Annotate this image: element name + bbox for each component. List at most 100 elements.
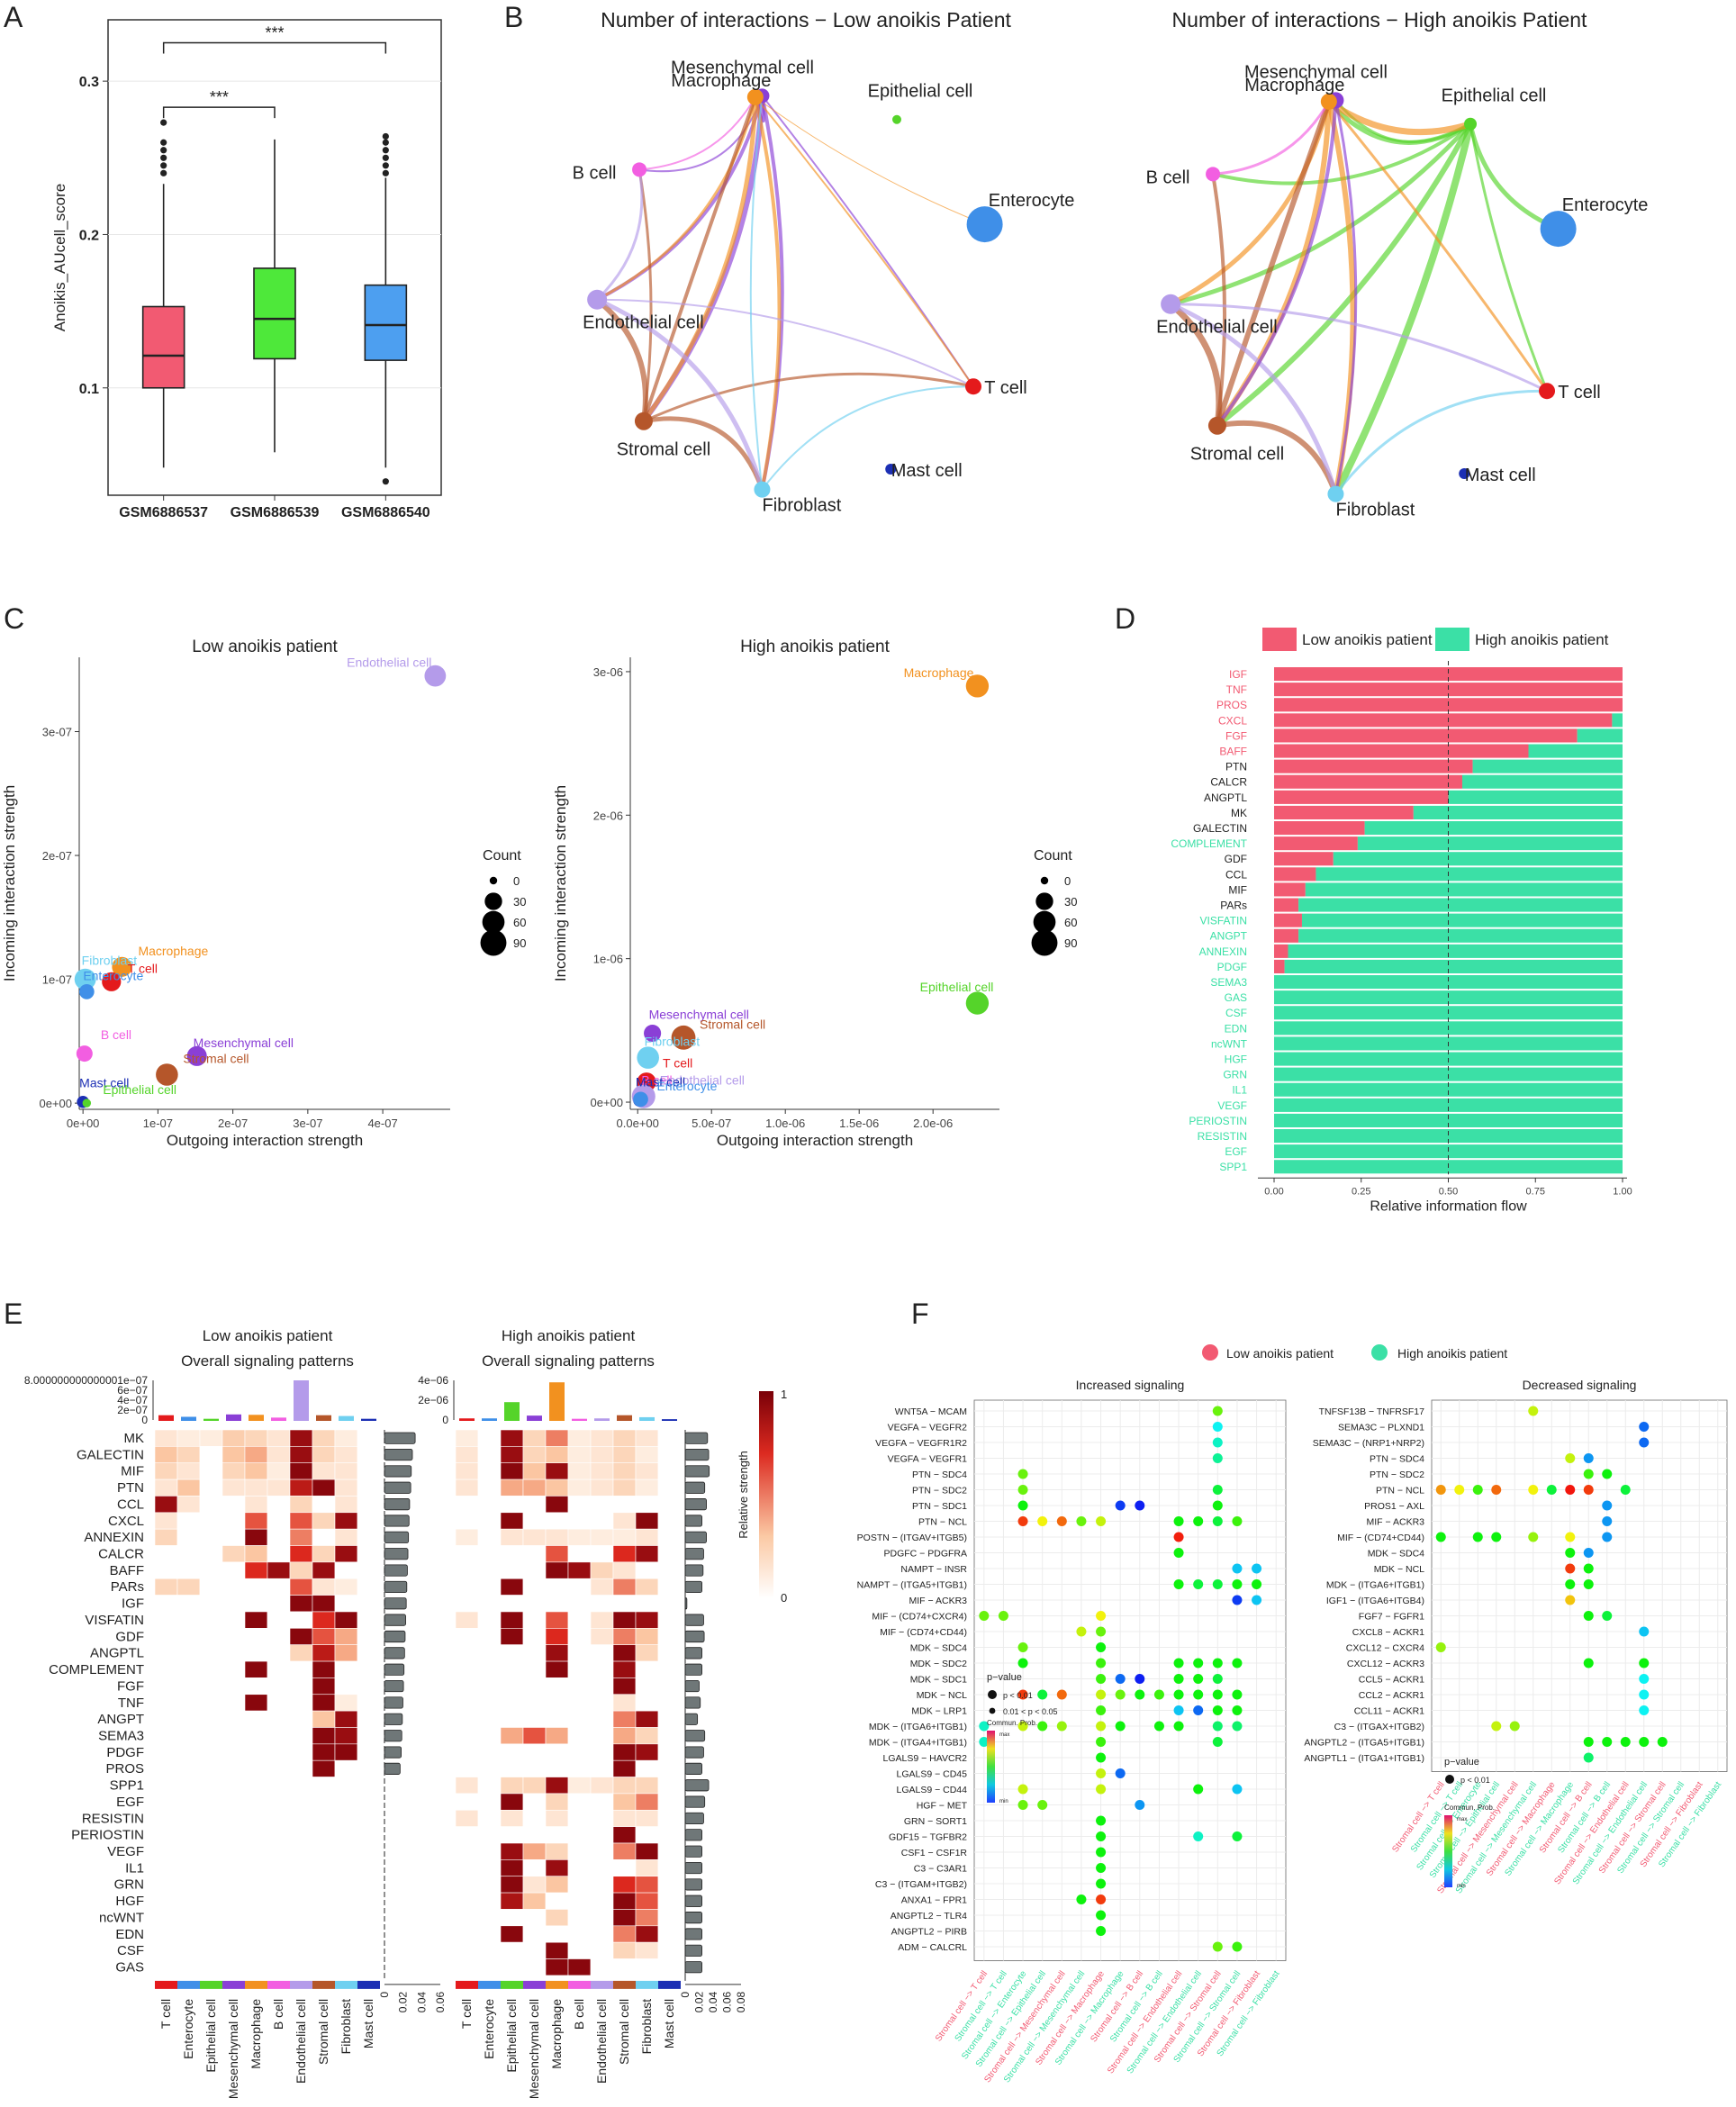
f-dot	[1115, 1689, 1126, 1700]
e-cell	[267, 1644, 291, 1662]
d-pathway-label: ANNEXIN	[1199, 945, 1247, 958]
d-legend-low-swatch	[1262, 628, 1297, 651]
e-cell	[154, 1545, 178, 1563]
c-ytick-label: 0e+00	[39, 1097, 72, 1110]
f-dot	[979, 1737, 990, 1747]
e-cell	[244, 1694, 268, 1712]
e-cell	[567, 1611, 592, 1629]
e-cell	[455, 1793, 479, 1811]
e-cell	[612, 1528, 637, 1546]
e-cell	[657, 1743, 682, 1761]
e-cell	[334, 1876, 358, 1894]
e-column-label: B cell	[572, 1999, 586, 2030]
e-cell	[312, 1876, 336, 1894]
e-cell	[244, 1859, 268, 1877]
c-point-label: Endothelial cell	[347, 656, 431, 670]
c-point-enterocyte	[633, 1091, 648, 1108]
e-cell	[289, 1578, 313, 1596]
e-cell	[154, 1710, 178, 1728]
e-cell	[657, 1793, 682, 1811]
e-cell	[222, 1628, 246, 1645]
e-cell	[612, 1479, 637, 1497]
e-cell	[612, 1628, 637, 1645]
e-cell	[545, 1909, 569, 1927]
f-row-label: ANXA1 − FPR1	[901, 1895, 967, 1906]
e-cell	[477, 1826, 502, 1844]
f-row-label: GRN − SORT1	[904, 1816, 967, 1827]
e-cell	[154, 1826, 178, 1844]
c-point-fibroblast	[637, 1046, 659, 1069]
f-row-label: PTN − SDC1	[912, 1501, 967, 1512]
panel-f-dotplots: Low anoikis patient High anoikis patient I…	[857, 1344, 1728, 2084]
e-cell	[312, 1958, 336, 1976]
e-cell	[477, 1842, 502, 1860]
e-cell	[500, 1660, 524, 1678]
e-cell	[222, 1446, 246, 1464]
e-cell	[635, 1859, 659, 1877]
e-top-bar-fibroblast	[639, 1416, 655, 1421]
c-point-label: Fibroblast	[645, 1035, 701, 1049]
d-bar-low-calcr	[1274, 774, 1462, 789]
f-dot	[1232, 1784, 1243, 1795]
f-dot	[1232, 1689, 1243, 1700]
c-ytick-label: 1e-07	[42, 973, 72, 987]
e-cell	[244, 1528, 268, 1546]
e-cell	[635, 1892, 659, 1910]
f-dot	[1454, 1485, 1465, 1495]
f-dot	[1528, 1485, 1539, 1495]
e-cell	[267, 1611, 291, 1629]
c-point-label: Mesenchymal cell	[194, 1035, 294, 1050]
e-cell	[357, 1909, 381, 1927]
b-low-edge	[749, 95, 764, 490]
e-side-bar	[384, 1498, 411, 1511]
e-cell	[590, 1842, 614, 1860]
e-cell	[357, 1941, 381, 1959]
e-cell	[567, 1743, 592, 1761]
c-point-enterocyte	[78, 983, 95, 999]
e-cell	[635, 1876, 659, 1894]
e-cell	[222, 1777, 246, 1795]
f-dot	[1583, 1469, 1594, 1479]
e-cell	[199, 1595, 223, 1613]
e-cell	[500, 1793, 524, 1811]
e-cell	[500, 1561, 524, 1579]
e-cell	[334, 1925, 358, 1943]
c-point-label: Epithelial cell	[920, 980, 994, 994]
e-cell	[199, 1644, 223, 1662]
e-cell	[522, 1793, 547, 1811]
e-cell	[244, 1743, 268, 1761]
e-cell	[522, 1528, 547, 1546]
e-top-bar-epithelial-cell	[203, 1418, 219, 1421]
e-cell	[357, 1677, 381, 1696]
e-cell	[657, 1892, 682, 1910]
e-column-label: Enterocyte	[181, 1999, 195, 2059]
e-cell	[357, 1496, 381, 1514]
e-cell	[154, 1512, 178, 1530]
e-cell	[334, 1628, 358, 1645]
e-cell	[176, 1528, 201, 1546]
e-cell	[657, 1876, 682, 1894]
e-side-bar	[684, 1647, 703, 1659]
e-cell	[357, 1595, 381, 1613]
e-cell	[522, 1777, 547, 1795]
e-cell	[289, 1528, 313, 1546]
e-cell	[267, 1793, 291, 1811]
e-cell	[477, 1876, 502, 1894]
e-cell	[635, 1545, 659, 1563]
e-side-bar	[684, 1663, 703, 1676]
d-bar-low-gdf	[1274, 852, 1334, 866]
e-side-bar	[684, 1829, 703, 1841]
e-cell	[455, 1545, 479, 1563]
e-cell	[522, 1595, 547, 1613]
b-low-label-mesenchymal-cell: Mesenchymal cell	[671, 58, 814, 77]
e-cell	[455, 1710, 479, 1728]
f-dot	[979, 1611, 990, 1621]
f-row-label: CSF1 − CSF1R	[901, 1848, 968, 1858]
e-cell	[567, 1759, 592, 1777]
e-cell	[244, 1660, 268, 1678]
e-cell	[635, 1628, 659, 1645]
e-row-label: HGF	[115, 1894, 144, 1909]
e-cell	[635, 1611, 659, 1629]
f-dot	[1193, 1516, 1204, 1526]
a-outlier	[160, 169, 167, 176]
